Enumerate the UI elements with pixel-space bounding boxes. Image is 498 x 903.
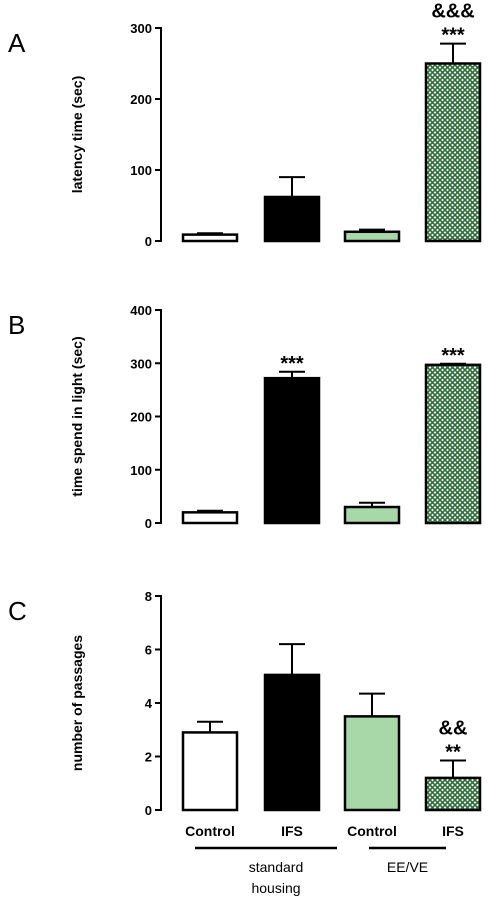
y-tick-label: 400 xyxy=(130,303,152,318)
significance-stars: *** xyxy=(441,345,465,367)
bar-1 xyxy=(181,233,239,243)
y-tick-label: 0 xyxy=(145,234,152,249)
bar-2 xyxy=(263,376,321,525)
y-tick-label: 200 xyxy=(130,410,152,425)
group-label-line2: housing xyxy=(251,880,300,896)
y-axis-label: latency time (sec) xyxy=(69,76,85,194)
panel-letter: B xyxy=(8,310,25,340)
y-tick-label: 2 xyxy=(145,750,152,765)
y-tick-label: 0 xyxy=(145,516,152,531)
significance-stars: *** xyxy=(441,25,465,47)
bar-3 xyxy=(343,505,401,525)
category-label: Control xyxy=(185,823,235,839)
bar-4 xyxy=(424,776,482,812)
bar-4 xyxy=(424,62,482,243)
category-label: Control xyxy=(347,823,397,839)
bar-1 xyxy=(181,731,239,812)
panel-letter: A xyxy=(8,28,26,58)
significance-stars: *** xyxy=(280,353,304,375)
category-label: IFS xyxy=(281,823,303,839)
y-tick-label: 6 xyxy=(145,643,152,658)
category-labels: Control IFS Control IFS xyxy=(185,823,464,839)
y-axis-label: time spend in light (sec) xyxy=(69,336,85,496)
category-label: IFS xyxy=(442,823,464,839)
y-tick-label: 0 xyxy=(145,803,152,818)
panel-letter: C xyxy=(8,596,27,626)
y-axis-label: number of passages xyxy=(69,635,85,771)
bar-2 xyxy=(263,195,321,243)
bar-3 xyxy=(343,230,401,243)
y-tick-label: 4 xyxy=(145,696,153,711)
y-tick-label: 100 xyxy=(130,163,152,178)
significance-ampersands: && xyxy=(439,718,468,740)
significance-stars: ** xyxy=(445,742,461,764)
significance-ampersands: &&& xyxy=(431,1,474,23)
bar-2 xyxy=(263,673,321,812)
bar-4 xyxy=(424,363,482,525)
y-tick-label: 8 xyxy=(145,589,152,604)
group-label-line1: standard xyxy=(249,859,303,875)
bar-3 xyxy=(343,715,401,812)
group-annotations: standard housing EE/VE xyxy=(195,846,446,896)
bar-1 xyxy=(181,511,239,525)
y-tick-label: 100 xyxy=(130,463,152,478)
group-label-line1: EE/VE xyxy=(387,859,428,875)
y-tick-label: 300 xyxy=(130,356,152,371)
y-tick-label: 300 xyxy=(130,21,152,36)
y-tick-label: 200 xyxy=(130,92,152,107)
